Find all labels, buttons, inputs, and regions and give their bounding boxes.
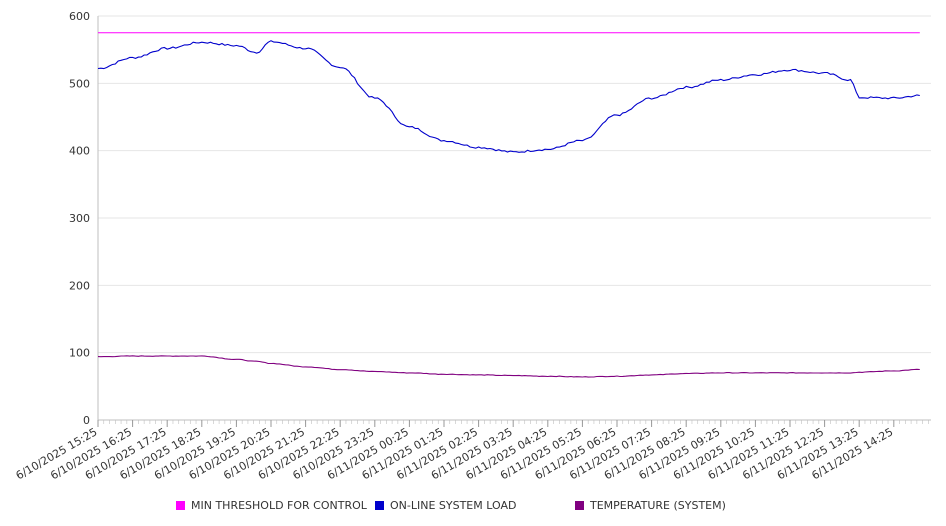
legend-swatch-min-threshold (176, 501, 185, 510)
legend: MIN THRESHOLD FOR CONTROL ON-LINE SYSTEM… (0, 496, 946, 516)
y-tick-label: 0 (83, 414, 90, 427)
series-line-2 (97, 355, 920, 378)
legend-label-min-threshold: MIN THRESHOLD FOR CONTROL (191, 499, 367, 512)
y-tick-label: 400 (69, 145, 90, 158)
series-layer (97, 32, 920, 378)
line-chart: 0 100 200 300 400 500 600 6/10/2025 15:256/10/… (14, 10, 931, 482)
legend-item-temperature[interactable]: TEMPERATURE (SYSTEM) (575, 499, 726, 512)
y-tick-label: 300 (69, 212, 90, 225)
axes (97, 16, 931, 427)
y-tick-labels: 0 100 200 300 400 500 600 (69, 10, 90, 427)
legend-item-min-threshold[interactable]: MIN THRESHOLD FOR CONTROL (176, 499, 367, 512)
y-tick-label: 200 (69, 279, 90, 292)
x-tick-labels: 6/10/2025 15:256/10/2025 16:256/10/2025 … (14, 425, 896, 482)
legend-swatch-temperature (575, 501, 584, 510)
legend-label-system-load: ON-LINE SYSTEM LOAD (390, 499, 517, 512)
y-tick-label: 600 (69, 10, 90, 23)
legend-item-system-load[interactable]: ON-LINE SYSTEM LOAD (375, 499, 516, 512)
y-tick-label: 500 (69, 77, 90, 90)
series-line-1 (97, 40, 920, 153)
legend-swatch-system-load (375, 501, 384, 510)
y-tick-label: 100 (69, 347, 90, 360)
grid-lines (98, 15, 931, 354)
legend-label-temperature: TEMPERATURE (SYSTEM) (590, 499, 726, 512)
